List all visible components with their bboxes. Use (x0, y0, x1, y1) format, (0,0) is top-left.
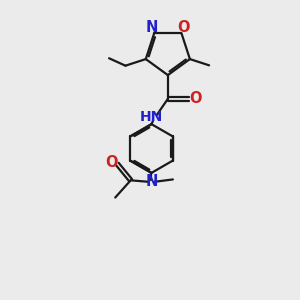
Text: O: O (106, 155, 118, 170)
Text: N: N (145, 174, 158, 189)
Text: HN: HN (140, 110, 163, 124)
Text: O: O (177, 20, 190, 35)
Text: O: O (189, 92, 201, 106)
Text: N: N (146, 20, 158, 35)
